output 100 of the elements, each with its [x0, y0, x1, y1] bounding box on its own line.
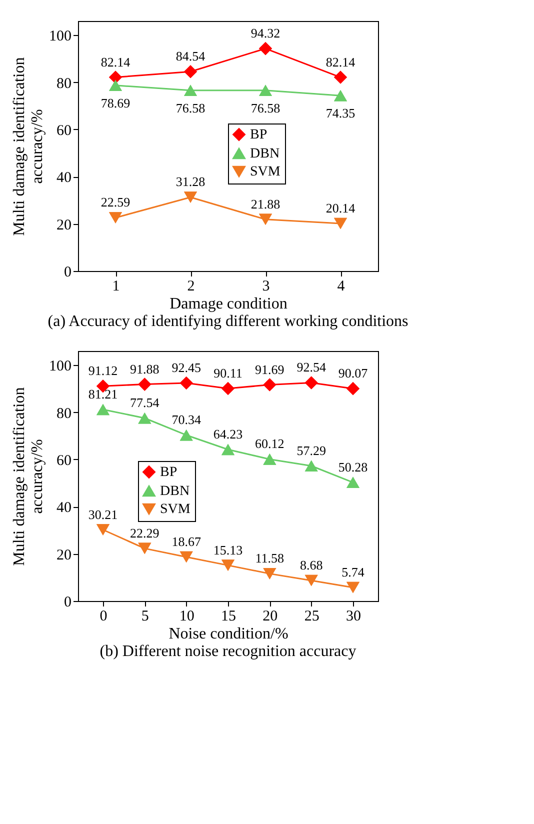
point: [258, 42, 272, 56]
x-tick-label: 30: [346, 608, 361, 624]
x-tick-label: 10: [179, 608, 194, 624]
data-label: 82.14: [100, 54, 131, 70]
data-label: 91.69: [255, 362, 284, 377]
data-label: 8.68: [300, 558, 323, 573]
data-label: 82.14: [326, 54, 356, 70]
data-label: 76.58: [250, 100, 280, 116]
point: [108, 70, 122, 84]
data-label: 31.28: [176, 174, 206, 190]
point: [138, 542, 152, 554]
y-tick-label: 0: [64, 264, 72, 280]
data-label: 78.69: [100, 95, 130, 110]
y-tick-label: 40: [56, 170, 72, 186]
point: [180, 551, 193, 563]
data-label: 92.54: [296, 360, 326, 375]
data-label: 57.29: [296, 442, 326, 458]
y-tick-label: 100: [49, 358, 72, 375]
data-label: 77.54: [130, 395, 160, 410]
point: [184, 84, 198, 96]
y-tick-label: 80: [56, 76, 72, 92]
y-axis-title: Multi damage identification accuracy/%: [11, 387, 46, 566]
point: [304, 376, 318, 390]
legend-label: BP: [160, 465, 178, 480]
data-label: 84.54: [176, 48, 206, 64]
y-tick-label: 60: [56, 122, 72, 139]
point: [334, 90, 348, 102]
x-tick-label: 4: [337, 278, 346, 294]
point: [96, 404, 110, 416]
y-tick-label: 40: [56, 500, 72, 516]
text: (a) Accuracy of identifying different working conditions: [48, 313, 408, 330]
point: [334, 218, 348, 230]
data-label: 91.88: [130, 361, 160, 376]
y-tick-label: 0: [64, 594, 72, 610]
x-tick-label: 20: [262, 608, 278, 624]
point: [346, 582, 360, 594]
data-label: 60.12: [255, 436, 284, 452]
data-label: 22.59: [100, 194, 130, 210]
x-tick-label: 5: [141, 608, 149, 624]
data-label: 74.35: [326, 106, 356, 121]
data-label: 50.28: [338, 459, 368, 474]
y-tick-label: 20: [56, 217, 72, 234]
data-label: 90.11: [214, 365, 242, 380]
point: [346, 382, 360, 396]
data-label: 92.45: [172, 360, 201, 375]
legend-label: SVM: [250, 164, 281, 180]
point: [334, 70, 348, 84]
data-label: 20.14: [326, 200, 356, 216]
y-tick-label: 100: [49, 28, 72, 45]
point: [304, 574, 318, 586]
x-tick-label: 0: [100, 608, 108, 624]
text: (b) Different noise recognition accuracy: [100, 643, 356, 660]
data-label: 18.67: [172, 534, 202, 549]
point: [263, 568, 276, 580]
data-label: 91.12: [88, 363, 118, 378]
point: [184, 192, 198, 203]
legend-label: DBN: [250, 146, 280, 162]
point: [258, 84, 272, 96]
point: [180, 429, 193, 441]
data-label: 81.21: [88, 386, 118, 402]
point: [184, 65, 198, 78]
x-tick-label: 3: [262, 278, 270, 294]
x-axis-title: Noise condition/%: [168, 626, 288, 642]
point: [138, 412, 152, 424]
x-tick-label: 1: [112, 278, 120, 294]
data-label: 21.88: [250, 196, 280, 212]
data-label: 22.29: [130, 525, 160, 540]
x-axis-title: Damage condition: [170, 296, 288, 312]
point: [263, 454, 276, 465]
x-tick-label: 2: [187, 278, 195, 294]
point: [221, 382, 235, 395]
x-tick-label: 25: [304, 608, 320, 624]
point: [304, 460, 318, 472]
point: [108, 212, 122, 224]
point: [96, 524, 110, 536]
data-label: 94.32: [250, 26, 280, 41]
point: [221, 560, 235, 571]
point: [263, 378, 276, 392]
legend-label: BP: [250, 128, 268, 142]
point: [108, 80, 122, 92]
data-label: 76.58: [176, 100, 206, 116]
y-tick-label: 20: [56, 547, 72, 564]
legend-label: SVM: [160, 502, 191, 517]
legend-label: DBN: [160, 484, 190, 499]
x-tick-label: 15: [221, 608, 236, 624]
point: [258, 214, 272, 226]
data-label: 11.58: [255, 550, 284, 566]
data-label: 70.34: [172, 412, 202, 428]
y-axis-title: Multi damage identification accuracy/%: [11, 57, 46, 236]
data-label: 15.13: [213, 542, 243, 558]
point: [180, 376, 193, 390]
point: [138, 378, 152, 391]
data-label: 5.74: [342, 564, 365, 580]
data-label: 64.23: [213, 426, 243, 442]
data-label: 90.07: [338, 366, 368, 381]
y-tick-label: 60: [56, 452, 72, 469]
point: [221, 444, 235, 456]
data-label: 30.21: [88, 506, 118, 522]
point: [346, 476, 360, 488]
y-tick-label: 80: [56, 406, 72, 422]
